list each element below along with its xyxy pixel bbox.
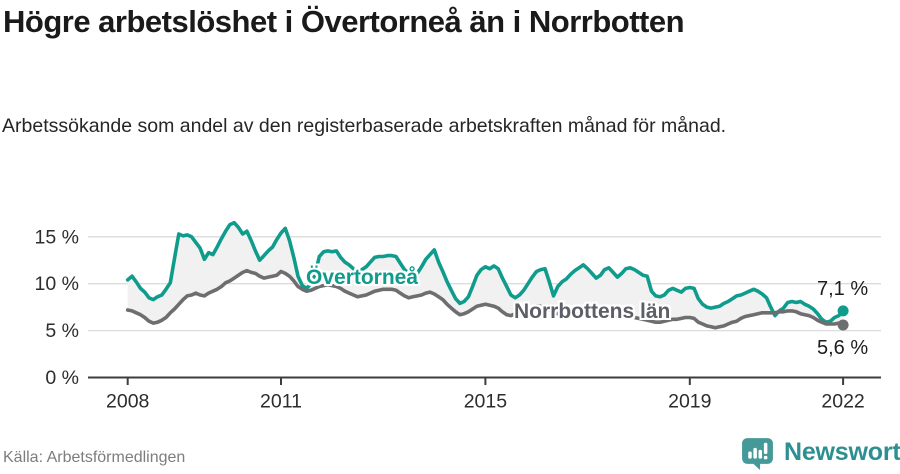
brand-wordmark: Newsworthy	[784, 438, 900, 466]
page-title: Högre arbetslöshet i Övertorneå än i Nor…	[3, 4, 685, 39]
band-between-series	[127, 222, 844, 328]
y-tick-label-0: 0 %	[45, 367, 79, 389]
series-line-vertorne	[125, 220, 845, 324]
y-tick-label-15: 15 %	[35, 226, 79, 248]
end-dot-norrbottens-l-n	[837, 319, 849, 331]
x-tick-label-2015: 2015	[464, 391, 508, 413]
chart-subtitle: Arbetssökande som andel av den registerb…	[2, 115, 727, 137]
series-line-norrbottens-l-n	[125, 268, 845, 330]
end-value-label-norrbottens-lan: 5,6 %	[817, 337, 869, 359]
exclamation-dot	[763, 455, 768, 460]
x-tick-label-2011: 2011	[260, 391, 302, 413]
y-tick-label-10: 10 %	[35, 273, 79, 295]
end-dot-vertorne	[837, 305, 849, 317]
newsworthy-logo: Newsworthy	[740, 435, 900, 470]
y-tick-label-5: 5 %	[45, 320, 79, 342]
x-tick-label-2022: 2022	[821, 391, 864, 413]
series-label-norrbottens-lan: Norrbottens län	[514, 300, 671, 323]
newsworthy-logo-icon	[742, 438, 773, 470]
end-value-label-overtornea: 7,1 %	[817, 278, 869, 300]
speech-bubble-shape	[742, 438, 773, 470]
bar-chart-icon	[748, 442, 768, 460]
exclamation-bar	[763, 442, 768, 455]
series-label-overtornea: Övertorneå	[306, 266, 419, 289]
line-chart: 2008 2011 2015 2019 2022 0 % 5 % 10 % 15 %	[35, 220, 881, 413]
source-note: Källa: Arbetsförmedlingen	[3, 449, 186, 466]
x-tick-label-2019: 2019	[668, 391, 711, 413]
x-tick-label-2008: 2008	[106, 391, 149, 413]
